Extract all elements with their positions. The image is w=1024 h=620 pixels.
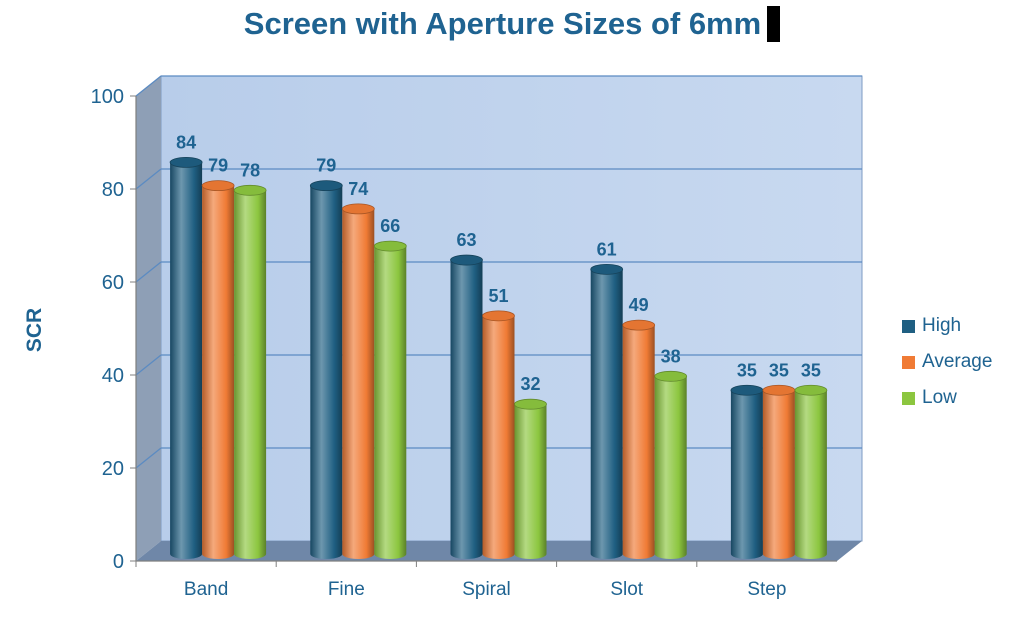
- data-label: 35: [769, 360, 789, 380]
- bar-body: [514, 404, 547, 559]
- bar-cap: [730, 384, 764, 396]
- bar-high-spiral: [450, 254, 483, 559]
- bar-body: [762, 390, 795, 559]
- data-label: 38: [661, 346, 681, 366]
- bar-low-fine: [373, 240, 407, 559]
- bar-average-step: [762, 384, 796, 559]
- bar-body: [730, 390, 763, 559]
- bar-cap: [590, 263, 624, 275]
- bar-low-band: [233, 184, 267, 560]
- bar-cap: [450, 254, 483, 266]
- data-label: 35: [801, 360, 821, 380]
- legend-swatch-average: [902, 355, 915, 369]
- legend-label-high: High: [922, 315, 962, 336]
- legend-swatch-high: [902, 319, 915, 333]
- bar-cap: [201, 180, 235, 192]
- bar-cap: [373, 240, 407, 252]
- data-label: 32: [520, 374, 540, 394]
- bars: [169, 156, 828, 560]
- bar-body: [794, 390, 827, 559]
- legend-item-low: Low: [902, 380, 992, 416]
- bar-low-spiral: [514, 398, 547, 559]
- legend-item-average: Average: [902, 344, 992, 380]
- bar-high-band: [169, 156, 203, 559]
- bar-cap: [233, 184, 267, 196]
- legend: High Average Low: [902, 308, 992, 416]
- bar-body: [342, 208, 375, 559]
- data-label: 84: [176, 132, 196, 152]
- gridline-side: [135, 168, 162, 190]
- y-axis-title: SCR: [23, 308, 46, 352]
- bar-average-spiral: [482, 310, 515, 559]
- bar-body: [202, 185, 235, 559]
- gridline-side: [135, 447, 162, 469]
- legend-label-average: Average: [922, 351, 993, 372]
- bar-body: [234, 190, 267, 560]
- bar-body: [170, 162, 203, 559]
- bar-body: [374, 246, 407, 559]
- bar-cap: [482, 310, 515, 322]
- chart-title: Screen with Aperture Sizes of 6mm: [0, 6, 1024, 42]
- bar-body: [590, 269, 623, 559]
- gridline-side: [135, 354, 162, 376]
- x-tick-label: Spiral: [462, 579, 511, 600]
- bar-low-slot: [654, 370, 688, 559]
- x-tick-label: Band: [184, 579, 228, 600]
- y-tick-label: 60: [102, 272, 124, 294]
- bar-body: [654, 376, 687, 559]
- bar-high-fine: [309, 180, 343, 559]
- text-cursor: [767, 6, 781, 42]
- axes: 0 20 40 60 80 100 SCR Band Fine Spiral Slot Step: [23, 86, 837, 600]
- x-tick-label: Slot: [610, 579, 643, 600]
- data-label: 63: [456, 230, 476, 250]
- gridline-side: [135, 75, 162, 97]
- y-tick-label: 0: [113, 551, 124, 573]
- data-label: 49: [629, 295, 649, 315]
- data-label: 74: [348, 179, 368, 199]
- bar-high-step: [730, 384, 764, 559]
- bar-cap: [514, 398, 547, 410]
- data-label: 61: [597, 239, 617, 259]
- bar-cap: [762, 384, 796, 396]
- bar-body: [450, 260, 483, 559]
- bar-cap: [169, 156, 203, 168]
- data-labels: 84 79 78 79 74 66 63 51 32 61 49 38 35 35 35: [176, 132, 821, 394]
- x-tick-label: Step: [747, 579, 786, 600]
- bar-body: [622, 325, 655, 559]
- bar-high-slot: [590, 263, 624, 559]
- legend-label-low: Low: [922, 387, 957, 408]
- chart-title-text: Screen with Aperture Sizes of 6mm: [243, 6, 762, 41]
- bar-cap: [654, 370, 688, 382]
- bar-cap: [794, 384, 828, 396]
- data-label: 78: [240, 160, 260, 180]
- bar-low-step: [794, 384, 828, 559]
- y-tick-label: 80: [102, 179, 124, 201]
- bar-average-band: [201, 180, 235, 559]
- bar-average-fine: [341, 203, 375, 559]
- bar-cap: [341, 203, 375, 215]
- bar-body: [310, 185, 343, 559]
- data-label: 35: [737, 360, 757, 380]
- x-tick-label: Fine: [328, 579, 365, 600]
- bar-cap: [622, 319, 656, 331]
- data-label: 51: [488, 286, 508, 306]
- data-label: 79: [208, 156, 228, 176]
- data-label: 66: [380, 216, 400, 236]
- legend-swatch-low: [902, 391, 915, 405]
- y-tick-label: 40: [102, 365, 124, 387]
- gridline-side: [135, 261, 162, 283]
- y-tick-label: 20: [102, 458, 124, 480]
- bar-cap: [309, 180, 343, 192]
- legend-item-high: High: [902, 308, 992, 344]
- data-label: 79: [316, 156, 336, 176]
- side-wall: [136, 76, 161, 561]
- bar-body: [482, 315, 515, 559]
- y-tick-label: 100: [91, 86, 124, 108]
- bar-average-slot: [622, 319, 656, 559]
